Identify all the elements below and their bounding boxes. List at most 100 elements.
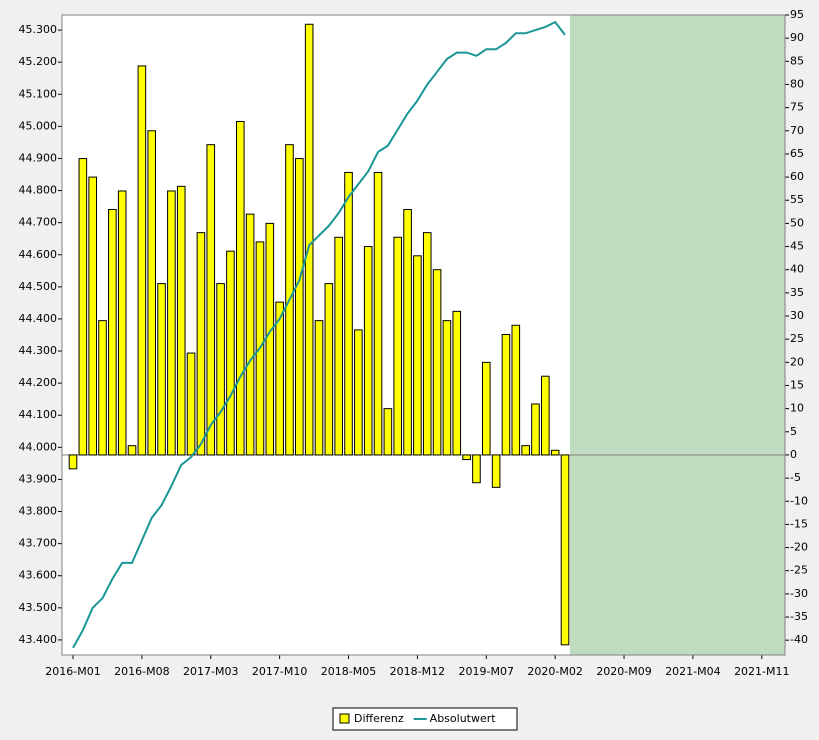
bar bbox=[147, 130, 157, 456]
bar bbox=[78, 158, 88, 456]
y2-tick-label: -35 bbox=[790, 610, 808, 623]
bar bbox=[560, 454, 570, 646]
y2-tick-label: 25 bbox=[790, 332, 804, 345]
y2-tick-label: -10 bbox=[790, 494, 808, 507]
y2-tick-label: 80 bbox=[790, 77, 804, 90]
bar bbox=[521, 445, 530, 456]
y-tick-label: 44.300 bbox=[19, 344, 58, 357]
y-tick-label: 43.900 bbox=[19, 472, 58, 485]
x-tick-label: 2020-M09 bbox=[596, 665, 651, 678]
bar bbox=[226, 250, 235, 456]
bar bbox=[354, 329, 363, 456]
y-tick-label: 44.900 bbox=[19, 151, 58, 164]
x-tick-label: 2021-M11 bbox=[734, 665, 789, 678]
bar bbox=[186, 352, 196, 456]
y2-tick-label: 60 bbox=[790, 170, 804, 183]
y-tick-label: 44.500 bbox=[19, 280, 58, 293]
y2-tick-label: -25 bbox=[790, 564, 808, 577]
bar bbox=[442, 320, 452, 456]
x-tick-label: 2021-M04 bbox=[665, 665, 720, 678]
y2-tick-label: 0 bbox=[790, 448, 797, 461]
bar bbox=[324, 283, 334, 456]
bar bbox=[176, 185, 186, 456]
line bbox=[72, 20, 566, 649]
bar bbox=[265, 222, 275, 456]
bar bbox=[491, 454, 501, 488]
y-tick-label: 45.000 bbox=[19, 119, 58, 132]
y-tick-label: 44.000 bbox=[19, 440, 58, 453]
bar bbox=[422, 232, 432, 456]
y-tick-label: 43.500 bbox=[19, 601, 58, 614]
x-tick-label: 2017-M03 bbox=[183, 665, 238, 678]
y2-tick-label: 70 bbox=[790, 124, 804, 137]
bar bbox=[531, 403, 540, 456]
bar bbox=[481, 361, 491, 456]
bar bbox=[88, 176, 97, 456]
y2-tick-label: 85 bbox=[790, 54, 804, 67]
x-tick-label: 2016-M01 bbox=[45, 665, 100, 678]
y-tick-label: 44.600 bbox=[19, 248, 58, 261]
bar bbox=[432, 269, 442, 456]
y2-tick-label: 65 bbox=[790, 147, 804, 160]
y2-tick-label: 40 bbox=[790, 263, 804, 276]
legend-label: Differenz bbox=[354, 712, 404, 725]
x-tick-label: 2019-M07 bbox=[459, 665, 514, 678]
forecast-region bbox=[569, 15, 785, 655]
y-tick-label: 43.700 bbox=[19, 537, 58, 550]
bar bbox=[68, 454, 78, 470]
y2-tick-label: 15 bbox=[790, 378, 804, 391]
bar bbox=[550, 449, 560, 456]
y-tick-label: 43.600 bbox=[19, 569, 58, 582]
y-tick-label: 43.800 bbox=[19, 505, 58, 518]
plot-border bbox=[61, 14, 786, 656]
bar bbox=[462, 454, 471, 461]
y-tick-label: 44.100 bbox=[19, 408, 58, 421]
y2-tick-label: 90 bbox=[790, 31, 804, 44]
bar bbox=[206, 144, 216, 456]
y2-tick-label: -5 bbox=[790, 471, 801, 484]
y2-tick-label: -20 bbox=[790, 541, 808, 554]
y2-tick-label: -15 bbox=[790, 517, 808, 530]
bar bbox=[344, 171, 353, 456]
y2-tick-label: -40 bbox=[790, 633, 808, 646]
y-tick-label: 45.200 bbox=[19, 55, 58, 68]
bar bbox=[235, 121, 245, 456]
y-tick-label: 44.200 bbox=[19, 376, 58, 389]
bar bbox=[216, 283, 225, 456]
bar bbox=[393, 236, 403, 456]
y-tick-label: 44.400 bbox=[19, 312, 58, 325]
y2-tick-label: 50 bbox=[790, 216, 804, 229]
y2-tick-label: 30 bbox=[790, 309, 804, 322]
bar bbox=[196, 232, 206, 456]
bar bbox=[314, 320, 324, 456]
bar bbox=[334, 236, 343, 456]
y-tick-label: 44.800 bbox=[19, 184, 58, 197]
y2-tick-label: -30 bbox=[790, 587, 808, 600]
bar bbox=[373, 171, 383, 456]
y2-tick-label: 20 bbox=[790, 355, 804, 368]
bar bbox=[472, 454, 481, 484]
bar bbox=[295, 158, 304, 456]
bar bbox=[541, 375, 550, 456]
y-tick-label: 43.400 bbox=[19, 633, 58, 646]
bar bbox=[275, 301, 284, 456]
bar bbox=[167, 190, 176, 456]
bar bbox=[452, 310, 462, 456]
bar bbox=[383, 408, 393, 456]
bar bbox=[363, 246, 373, 456]
y-tick-label: 44.700 bbox=[19, 216, 58, 229]
legend-label: Absolutwert bbox=[430, 712, 497, 725]
bar bbox=[108, 209, 117, 456]
x-tick-label: 2017-M10 bbox=[252, 665, 307, 678]
y2-tick-label: 45 bbox=[790, 240, 804, 253]
y2-tick-label: 75 bbox=[790, 101, 804, 114]
x-tick-label: 2018-M05 bbox=[321, 665, 376, 678]
bar bbox=[403, 209, 412, 456]
y2-tick-label: 55 bbox=[790, 193, 804, 206]
y2-tick-label: 95 bbox=[790, 8, 804, 21]
x-tick-label: 2018-M12 bbox=[390, 665, 445, 678]
y-tick-label: 45.100 bbox=[19, 87, 58, 100]
y2-tick-label: 10 bbox=[790, 402, 804, 415]
bar bbox=[511, 324, 521, 456]
